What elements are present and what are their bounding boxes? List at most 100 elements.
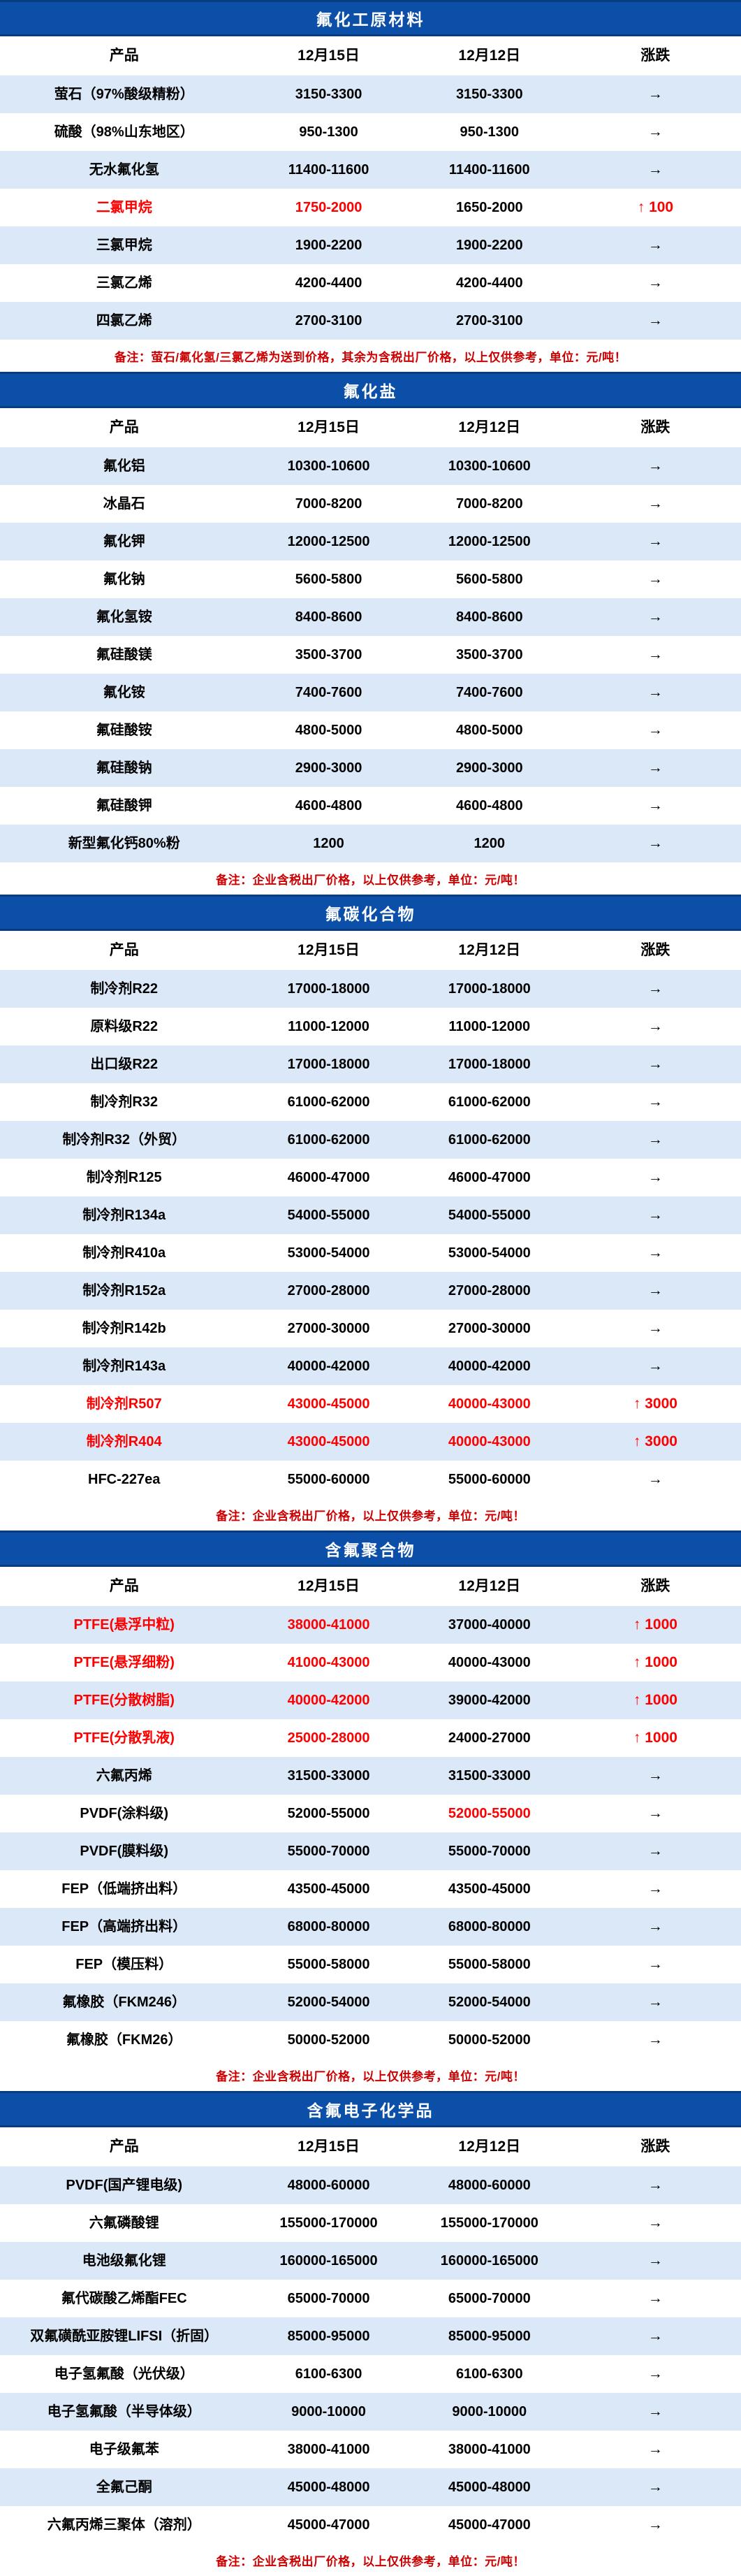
product-cell: 原料级R22 (90, 1018, 159, 1034)
table-row: 制冷剂R134a 54000-55000 54000-55000 → (0, 1196, 741, 1234)
column-header-row: 产品 12月15日 12月12日 涨跌 (0, 2127, 741, 2166)
price-dec15-cell: 61000-62000 (287, 1094, 370, 1110)
product-cell: 氟化氢铵 (96, 609, 152, 625)
change-cell: → (647, 1206, 663, 1223)
price-dec15-cell: 9000-10000 (291, 2403, 366, 2419)
column-header-row: 产品 12月15日 12月12日 涨跌 (0, 1567, 741, 1606)
product-cell: 氟硅酸钾 (96, 797, 152, 813)
change-cell: → (647, 2440, 663, 2457)
change-cell: ↑ 3000 (633, 1395, 677, 1412)
product-cell: 制冷剂R125 (86, 1169, 162, 1185)
change-cell: ↑ 1000 (633, 1654, 677, 1670)
table-row: 电子级氟苯 38000-41000 38000-41000 → (0, 2431, 741, 2468)
product-cell: 氟橡胶（FKM246） (62, 1994, 186, 2010)
price-dec15-cell: 40000-42000 (287, 1692, 370, 1708)
change-cell: → (647, 1244, 663, 1261)
change-cell: → (647, 797, 663, 813)
table-row: 制冷剂R410a 53000-54000 53000-54000 → (0, 1234, 741, 1272)
column-header-date-dec15: 12月15日 (298, 47, 360, 64)
price-dec12-cell: 155000-170000 (440, 2215, 538, 2231)
product-cell: 氟化钾 (103, 533, 145, 549)
change-cell: ↑ 1000 (633, 1691, 677, 1708)
product-cell: 电子氢氟酸（光伏级） (54, 2366, 194, 2382)
price-dec12-cell: 65000-70000 (448, 2290, 531, 2306)
price-dec12-cell: 8400-8600 (455, 609, 523, 625)
product-cell: 三氯甲烷 (96, 237, 152, 253)
product-cell: PTFE(分散乳液) (73, 1730, 175, 1746)
price-dec15-cell: 52000-54000 (287, 1994, 370, 2010)
product-cell: PTFE(悬浮细粉) (73, 1654, 175, 1670)
table-row: 双氟磺酰亚胺锂LIFSI（折固） 85000-95000 85000-95000… (0, 2317, 741, 2355)
column-header-change: 涨跌 (640, 941, 670, 958)
price-dec12-cell: 45000-48000 (448, 2479, 531, 2495)
table-row: 电子氢氟酸（半导体级） 9000-10000 9000-10000 → (0, 2393, 741, 2431)
column-header-row: 产品 12月15日 12月12日 涨跌 (0, 408, 741, 447)
table-row: HFC-227ea 55000-60000 55000-60000 → (0, 1461, 741, 1498)
price-dec12-cell: 46000-47000 (448, 1169, 531, 1185)
product-cell: PVDF(国产锂电级) (66, 2177, 183, 2193)
product-cell: FEP（低端挤出料） (61, 1881, 187, 1897)
price-dec15-cell: 1200 (313, 835, 344, 851)
price-dec15-cell: 4800-5000 (295, 722, 362, 738)
product-cell: 氟化铝 (103, 458, 145, 474)
change-cell: → (647, 1918, 663, 1934)
price-dec12-cell: 68000-80000 (448, 1918, 531, 1934)
table-row: 氟化铝 10300-10600 10300-10600 → (0, 447, 741, 485)
product-cell: 制冷剂R152a (82, 1282, 166, 1298)
table-row: 氟化钾 12000-12500 12000-12500 → (0, 523, 741, 560)
product-cell: FEP（高端挤出料） (61, 1918, 187, 1934)
price-dec12-cell: 39000-42000 (448, 1692, 531, 1708)
price-dec12-cell: 27000-30000 (448, 1320, 531, 1336)
price-dec12-cell: 4800-5000 (455, 722, 523, 738)
change-cell: → (647, 1168, 663, 1185)
section-rows: 萤石（97%酸级精粉） 3150-3300 3150-3300 → 硫酸（98%… (0, 75, 741, 340)
product-cell: 氟硅酸镁 (96, 646, 152, 663)
product-cell: 六氟磷酸锂 (89, 2215, 159, 2231)
price-dec12-cell: 55000-60000 (448, 1471, 531, 1487)
change-cell: → (647, 2214, 663, 2231)
price-dec15-cell: 5600-5800 (295, 571, 362, 587)
price-dec12-cell: 7400-7600 (455, 684, 523, 700)
column-header-change: 涨跌 (640, 419, 670, 435)
product-cell: 全氟己酮 (96, 2479, 152, 2495)
price-section: 氟化盐 产品 12月15日 12月12日 涨跌 氟化铝 10300-10600 … (0, 372, 741, 895)
column-header-date-dec12: 12月12日 (458, 941, 521, 958)
price-dec12-cell: 7000-8200 (455, 495, 523, 512)
table-row: 制冷剂R507 43000-45000 40000-43000 ↑ 3000 (0, 1385, 741, 1423)
change-cell: → (647, 570, 663, 587)
price-dec15-cell: 3150-3300 (295, 86, 362, 102)
product-cell: 电子氢氟酸（半导体级） (47, 2403, 201, 2419)
price-dec15-cell: 17000-18000 (287, 981, 370, 997)
price-dec15-cell: 25000-28000 (287, 1730, 370, 1746)
price-dec15-cell: 27000-30000 (287, 1320, 370, 1336)
section-title: 含氟电子化学品 (0, 2091, 741, 2127)
price-dec12-cell: 1900-2200 (455, 237, 523, 253)
table-row: 电池级氟化锂 160000-165000 160000-165000 → (0, 2242, 741, 2280)
table-row: 全氟己酮 45000-48000 45000-48000 → (0, 2468, 741, 2506)
section-rows: 制冷剂R22 17000-18000 17000-18000 → 原料级R22 … (0, 970, 741, 1498)
section-rows: 氟化铝 10300-10600 10300-10600 → 冰晶石 7000-8… (0, 447, 741, 862)
column-header-date-dec12: 12月12日 (458, 47, 521, 64)
price-dec15-cell: 55000-58000 (287, 1956, 370, 1972)
price-dec15-cell: 45000-48000 (287, 2479, 370, 2495)
price-dec12-cell: 10300-10600 (448, 458, 531, 474)
price-dec15-cell: 27000-28000 (287, 1282, 370, 1298)
price-dec15-cell: 43500-45000 (287, 1881, 370, 1897)
table-row: PTFE(悬浮细粉) 41000-43000 40000-43000 ↑ 100… (0, 1644, 741, 1681)
price-dec12-cell: 52000-55000 (448, 1805, 531, 1821)
price-dec12-cell: 61000-62000 (448, 1094, 531, 1110)
product-cell: 无水氟化氢 (89, 161, 159, 178)
change-cell: → (647, 2176, 663, 2193)
change-cell: → (647, 683, 663, 700)
product-cell: 氟硅酸铵 (96, 722, 152, 738)
column-header-date-dec12: 12月12日 (458, 1577, 521, 1594)
price-dec12-cell: 31500-33000 (448, 1767, 531, 1783)
price-dec12-cell: 2900-3000 (455, 760, 523, 776)
price-dec15-cell: 4600-4800 (295, 797, 362, 813)
change-cell: → (647, 1767, 663, 1783)
table-row: 二氯甲烷 1750-2000 1650-2000 ↑ 100 (0, 189, 741, 226)
section-note: 备注：萤石/氟化氢/三氯乙烯为送到价格，其余为含税出厂价格，以上仅供参考，单位：… (0, 340, 741, 372)
price-dec12-cell: 5600-5800 (455, 571, 523, 587)
change-cell: → (647, 1880, 663, 1897)
